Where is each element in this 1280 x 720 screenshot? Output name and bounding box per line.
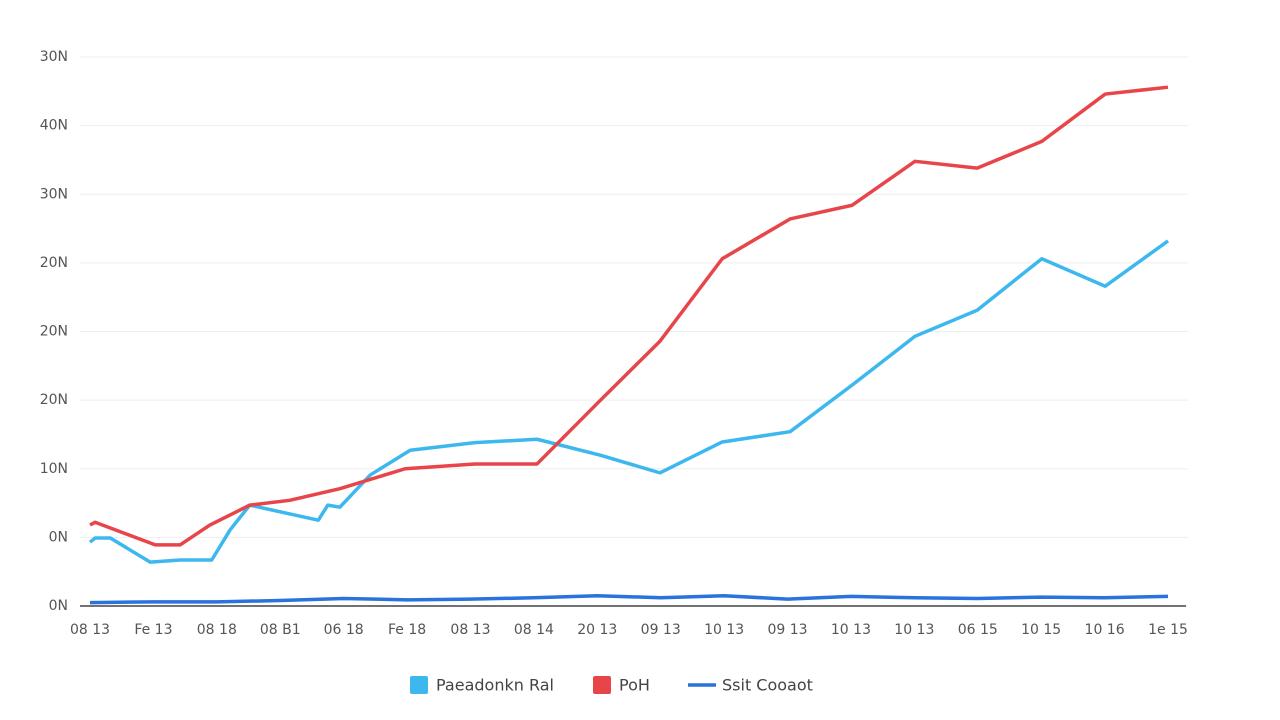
x-tick-label: 1e 15: [1148, 622, 1188, 638]
x-tick-label: 09 13: [767, 622, 807, 638]
x-tick-label: 09 13: [641, 622, 681, 638]
y-tick-label: 30N: [40, 186, 68, 202]
x-tick-label: 08 13: [70, 622, 110, 638]
legend-swatch: [410, 676, 428, 694]
y-tick-label: 0N: [49, 529, 68, 545]
series-line: [89, 593, 1169, 605]
y-tick-label: 20N: [40, 392, 68, 408]
legend-swatch: [593, 676, 611, 694]
y-tick-label: 0N: [49, 598, 68, 614]
series-line: [89, 85, 1169, 547]
y-tick-label: 10N: [40, 461, 68, 477]
x-tick-label: 20 13: [577, 622, 617, 638]
x-tick-label: 10 16: [1085, 622, 1125, 638]
x-tick-label: 08 18: [197, 622, 237, 638]
y-tick-label: 40N: [40, 118, 68, 134]
y-tick-label: 20N: [40, 324, 68, 340]
series-line: [88, 239, 1170, 564]
x-tick-label: 06 15: [958, 622, 998, 638]
x-tick-label: 10 15: [1021, 622, 1061, 638]
legend-label: Ssit Cooaot: [722, 676, 813, 695]
x-tick-label: Fe 13: [134, 622, 172, 638]
x-tick-label: 10 13: [831, 622, 871, 638]
legend-label: PoH: [619, 676, 650, 695]
x-tick-label: 08 13: [450, 622, 490, 638]
x-tick-label: 08 B1: [260, 622, 301, 638]
x-tick-label: Fe 18: [388, 622, 426, 638]
legend-label: Paeadonkn Ral: [436, 676, 554, 695]
y-tick-label: 30N: [40, 49, 68, 65]
x-tick-label: 08 14: [514, 622, 554, 638]
x-tick-label: 10 13: [894, 622, 934, 638]
x-tick-label: 06 18: [324, 622, 364, 638]
y-tick-label: 20N: [40, 255, 68, 271]
x-tick-label: 10 13: [704, 622, 744, 638]
